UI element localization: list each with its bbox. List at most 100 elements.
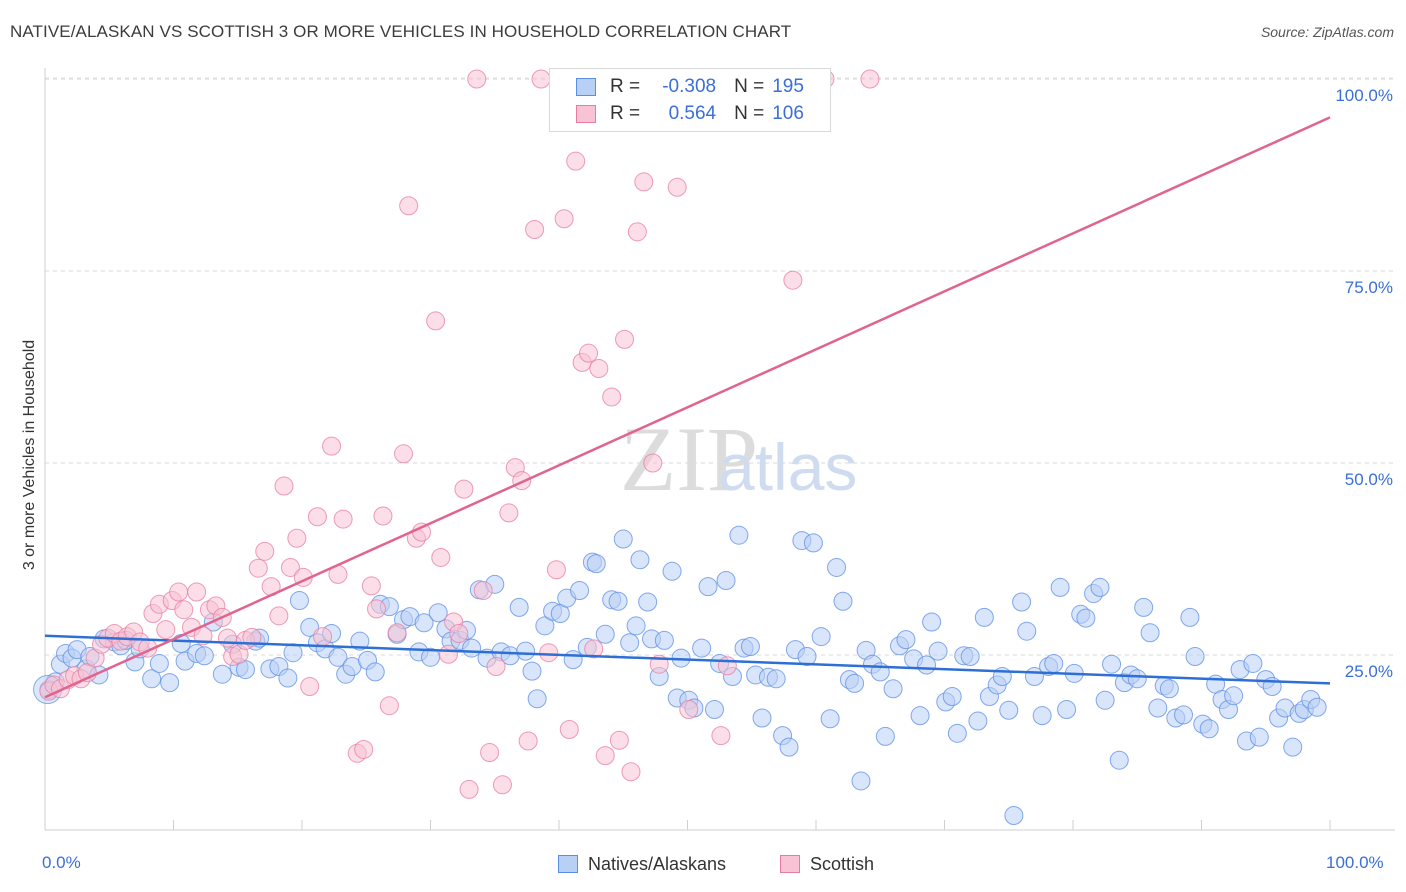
point-scottish [248, 558, 268, 578]
point-natives-alaskans [535, 616, 555, 636]
point-natives-alaskans [1050, 577, 1070, 597]
point-scottish [300, 676, 320, 696]
point-scottish [322, 436, 342, 456]
point-scottish [480, 743, 500, 763]
point-natives-alaskans [1127, 669, 1147, 689]
point-scottish [269, 606, 289, 626]
point-natives-alaskans [1095, 690, 1115, 710]
point-natives-alaskans [833, 591, 853, 611]
point-natives-alaskans [586, 554, 606, 574]
point-natives-alaskans [365, 662, 385, 682]
point-natives-alaskans [160, 673, 180, 693]
correlation-legend: R = -0.308 N = 195 R = 0.564 N = 106 [549, 68, 831, 132]
point-scottish [367, 599, 387, 619]
point-scottish [361, 576, 381, 596]
point-natives-alaskans [1134, 597, 1154, 617]
point-natives-alaskans [974, 607, 994, 627]
point-natives-alaskans [960, 647, 980, 667]
point-scottish [217, 628, 237, 648]
legend-swatch-scottish [576, 105, 596, 123]
point-natives-alaskans [1057, 700, 1077, 720]
point-scottish [566, 151, 586, 171]
point-natives-alaskans [1017, 621, 1037, 641]
point-natives-alaskans [875, 726, 895, 746]
chart-source: Source: ZipAtlas.com [1260, 24, 1394, 40]
trend-lines [44, 116, 1331, 699]
trendline-scottish [44, 116, 1331, 699]
point-natives-alaskans [462, 638, 482, 658]
point-natives-alaskans [1243, 653, 1263, 673]
legend-row-natives: R = -0.308 N = 195 [576, 75, 804, 99]
x-tick-label-min: 0.0% [42, 853, 81, 872]
y-axis-label: 3 or more Vehicles in Household [21, 339, 38, 571]
point-scottish [667, 177, 687, 197]
point-scottish [255, 541, 275, 561]
point-scottish [394, 444, 414, 464]
point-scottish [399, 196, 419, 216]
point-scottish [584, 639, 604, 659]
point-scottish [559, 719, 579, 739]
point-scottish [546, 560, 566, 580]
y-tick-label: 75.0% [1344, 278, 1393, 297]
trendline-natives-alaskans [44, 634, 1331, 685]
point-scottish [287, 528, 307, 548]
point-scottish [486, 657, 506, 677]
point-natives-alaskans [766, 669, 786, 689]
point-scottish [426, 311, 446, 331]
point-natives-alaskans [300, 617, 320, 637]
point-scottish [467, 69, 487, 89]
point-scottish [627, 222, 647, 242]
point-scottish [169, 582, 189, 602]
point-scottish [174, 600, 194, 620]
point-scottish [492, 775, 512, 795]
point-scottish [589, 359, 609, 379]
point-natives-alaskans [563, 650, 583, 670]
point-natives-alaskans [752, 708, 772, 728]
point-scottish [711, 726, 731, 746]
point-natives-alaskans [608, 591, 628, 611]
point-natives-alaskans [1180, 607, 1200, 627]
point-scottish [539, 643, 559, 663]
point-natives-alaskans [704, 700, 724, 720]
point-natives-alaskans [910, 706, 930, 726]
legend-row-scottish: R = 0.564 N = 106 [576, 102, 804, 126]
point-natives-alaskans [289, 590, 309, 610]
bottom-legend-natives: Natives/Alaskans [558, 852, 726, 876]
point-natives-alaskans [283, 643, 303, 663]
point-natives-alaskans [509, 597, 529, 617]
point-natives-alaskans [729, 525, 749, 545]
legend-swatch-natives [576, 78, 596, 96]
point-scottish [156, 620, 176, 640]
point-natives-alaskans [350, 631, 370, 651]
point-natives-alaskans [1148, 698, 1168, 718]
point-natives-alaskans [1174, 705, 1194, 725]
point-natives-alaskans [595, 624, 615, 644]
point-scottish [431, 547, 451, 567]
point-natives-alaskans [149, 653, 169, 673]
point-scottish [280, 557, 300, 577]
point-natives-alaskans [638, 592, 658, 612]
point-natives-alaskans [740, 637, 760, 657]
point-natives-alaskans [999, 700, 1019, 720]
point-scottish [499, 503, 519, 523]
point-natives-alaskans [620, 633, 640, 653]
legend-n-label: N = [734, 76, 765, 97]
point-scottish [187, 582, 207, 602]
point-natives-alaskans [194, 646, 214, 666]
y-tick-label: 100.0% [1335, 86, 1393, 105]
point-natives-alaskans [516, 641, 536, 661]
point-natives-alaskans [1032, 706, 1052, 726]
point-scottish [379, 696, 399, 716]
bottom-legend-swatch-scottish [780, 855, 800, 873]
point-natives-alaskans [1140, 623, 1160, 643]
point-natives-alaskans [922, 612, 942, 632]
legend-r-label: R = [610, 76, 641, 97]
bottom-legend-label-scottish: Scottish [810, 853, 875, 874]
point-natives-alaskans [527, 689, 547, 709]
point-natives-alaskans [414, 613, 434, 633]
legend-r-value-natives: -0.308 [662, 76, 717, 97]
point-scottish [512, 471, 532, 491]
point-natives-alaskans [698, 577, 718, 597]
point-natives-alaskans [820, 709, 840, 729]
